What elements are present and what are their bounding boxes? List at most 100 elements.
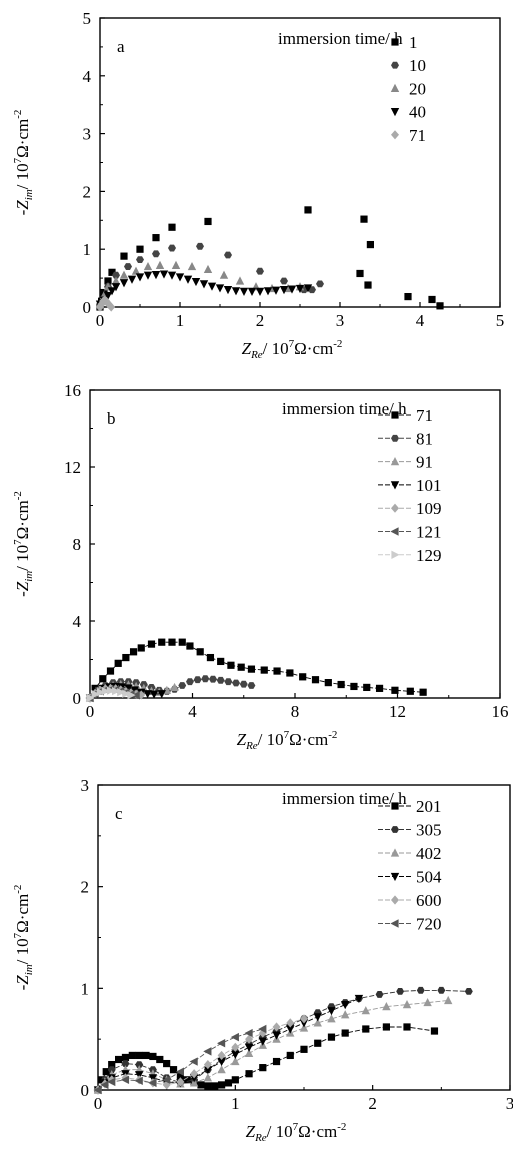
data-point <box>176 1072 184 1080</box>
data-point <box>231 1056 240 1066</box>
data-point <box>286 1018 295 1028</box>
legend-label: 20 <box>409 79 426 98</box>
legend-entry-129: 129 <box>378 546 442 565</box>
x-tick-label: 1 <box>231 1094 240 1113</box>
data-point <box>86 693 95 703</box>
data-point <box>366 240 374 249</box>
data-point <box>382 1002 391 1011</box>
y-tick-label: 2 <box>83 182 92 201</box>
x-tick-label: 0 <box>86 702 95 721</box>
data-point <box>286 1051 294 1060</box>
y-tick-label: 2 <box>81 878 90 897</box>
x-axis-label-unit: / 10 <box>258 730 284 749</box>
x-axis-label-unit-post: Ω·cm <box>294 339 333 358</box>
data-point <box>327 1014 336 1023</box>
data-point <box>404 292 412 301</box>
x-tick-label: 16 <box>492 702 509 721</box>
data-point <box>204 1082 212 1090</box>
data-point <box>263 287 273 296</box>
data-point <box>107 287 117 296</box>
data-point <box>134 1076 143 1086</box>
data-point <box>304 206 312 214</box>
data-point <box>273 667 281 675</box>
data-point <box>406 687 414 695</box>
legend-entry-1: 1 <box>391 33 418 52</box>
legend-marker <box>391 503 399 513</box>
data-point <box>117 688 126 697</box>
series-402 <box>93 995 453 1094</box>
y-axis-label-sub: im <box>23 964 35 975</box>
data-point <box>403 1023 411 1031</box>
legend-marker <box>391 38 399 46</box>
legend-entry-71: 71 <box>391 126 426 145</box>
legend-title: immersion time/ h <box>278 29 403 48</box>
data-point <box>107 1077 116 1087</box>
data-point <box>209 675 217 683</box>
x-axis-label-sub: Re <box>245 740 258 752</box>
data-point <box>217 1050 226 1061</box>
legend-entry-109: 109 <box>378 499 442 518</box>
data-point <box>111 283 121 292</box>
plot-frame <box>89 389 501 699</box>
x-axis-label-unit-exp: -2 <box>328 729 337 741</box>
data-point <box>163 1059 171 1068</box>
legend-marker <box>391 434 399 442</box>
legend-marker <box>390 108 400 117</box>
x-axis-label-unit-sup: 7 <box>284 729 290 741</box>
x-tick-label: 3 <box>506 1094 513 1113</box>
x-axis-label-main: Z <box>237 730 247 749</box>
panel-label: c <box>115 804 123 823</box>
legend-label: 10 <box>409 56 426 75</box>
data-point <box>128 1051 136 1060</box>
x-axis-label-unit: / 10 <box>267 1122 293 1141</box>
legend-entry-600: 600 <box>378 891 442 910</box>
data-point <box>217 1039 226 1048</box>
data-point <box>258 1037 267 1046</box>
data-point <box>124 263 132 270</box>
data-point <box>187 261 197 271</box>
data-point <box>239 680 248 688</box>
y-tick-label: 1 <box>83 240 92 259</box>
data-point <box>216 676 225 684</box>
data-point <box>203 1073 213 1082</box>
legend-label: 129 <box>416 546 442 565</box>
data-point <box>136 245 144 253</box>
data-point <box>363 683 371 692</box>
legend-marker <box>391 802 399 810</box>
data-point <box>149 690 159 699</box>
data-point <box>341 1029 349 1037</box>
y-axis-label: -Zim/ 107Ω·cm-2 <box>12 491 35 597</box>
y-tick-label: 0 <box>81 1081 90 1100</box>
data-point <box>135 1051 143 1060</box>
legend-title: immersion time/ h <box>282 789 407 808</box>
series-71 <box>96 295 116 312</box>
legend-label: 600 <box>416 891 442 910</box>
y-axis-label-main: -Z <box>13 975 32 991</box>
data-point <box>231 1076 239 1084</box>
x-tick-label: 2 <box>368 1094 377 1113</box>
data-point <box>247 665 256 673</box>
data-point <box>255 287 265 296</box>
legend-marker <box>391 411 399 419</box>
data-point <box>112 271 120 279</box>
data-point <box>178 682 187 689</box>
legend-label: 305 <box>416 821 442 840</box>
data-point <box>106 686 116 695</box>
data-point <box>350 682 358 691</box>
y-tick-label: 16 <box>64 381 81 400</box>
panel-label: a <box>117 37 125 56</box>
data-point <box>196 648 204 656</box>
data-point <box>391 686 399 694</box>
legend-entry-40: 40 <box>390 103 426 122</box>
x-axis-label-unit-sup: 7 <box>293 1121 299 1133</box>
data-point <box>311 676 320 684</box>
y-axis-label-unit-post: Ω·cm <box>13 500 32 539</box>
y-axis-label-unit-post: Ω·cm <box>13 894 32 933</box>
data-point <box>337 680 345 689</box>
data-point <box>206 653 215 662</box>
x-axis-label-main: Z <box>246 1122 256 1141</box>
data-point <box>244 1028 253 1038</box>
data-point <box>314 1039 322 1047</box>
series-line <box>97 989 469 1091</box>
data-point <box>186 642 194 650</box>
